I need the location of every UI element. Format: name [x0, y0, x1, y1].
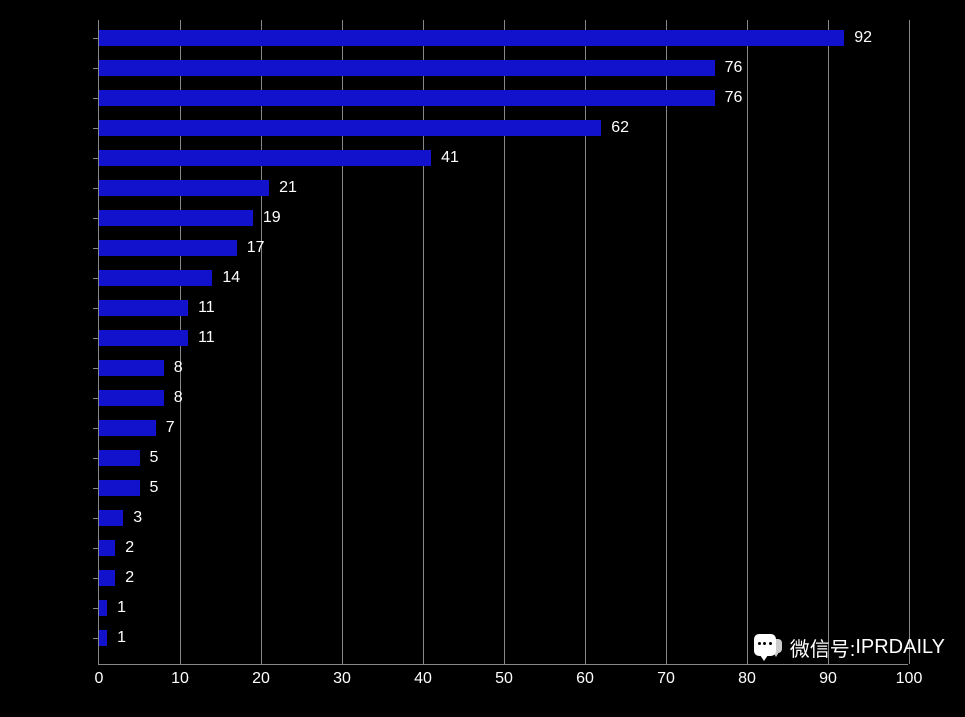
bar-value-label: 2: [125, 569, 134, 587]
bar-value-label: 41: [441, 149, 459, 167]
bar: [99, 30, 844, 46]
bar-value-label: 21: [279, 179, 297, 197]
watermark-prefix: 微信号:: [790, 633, 856, 662]
bar-value-label: 3: [133, 509, 142, 527]
bar-value-label: 17: [247, 239, 265, 257]
bar-value-label: 8: [174, 389, 183, 407]
bar: [99, 90, 715, 106]
bar-value-label: 7: [166, 419, 175, 437]
x-tick-label: 0: [95, 670, 104, 688]
bar: [99, 300, 188, 316]
x-tick-label: 90: [819, 670, 837, 688]
bar: [99, 120, 601, 136]
bar: [99, 240, 237, 256]
bar-value-label: 8: [174, 359, 183, 377]
bar-value-label: 92: [854, 29, 872, 47]
x-gridline: [504, 20, 505, 664]
bar-value-label: 62: [611, 119, 629, 137]
bar: [99, 60, 715, 76]
bar-value-label: 11: [198, 299, 215, 317]
bar-value-label: 14: [222, 269, 240, 287]
bar: [99, 510, 123, 526]
bar: [99, 180, 269, 196]
bar-value-label: 11: [198, 329, 215, 347]
x-tick-label: 10: [171, 670, 189, 688]
x-gridline: [909, 20, 910, 664]
bar-value-label: 1: [117, 629, 126, 647]
bar-chart: 0102030405060708090100927676624121191714…: [98, 20, 908, 665]
bar-value-label: 2: [125, 539, 134, 557]
bar: [99, 480, 140, 496]
wechat-icon: [752, 632, 782, 662]
watermark-id: IPRDAILY: [855, 636, 945, 659]
x-tick-label: 60: [576, 670, 594, 688]
x-tick-label: 50: [495, 670, 513, 688]
bar: [99, 570, 115, 586]
x-gridline: [585, 20, 586, 664]
bar: [99, 150, 431, 166]
bar-value-label: 19: [263, 209, 281, 227]
x-tick-label: 20: [252, 670, 270, 688]
x-tick-label: 40: [414, 670, 432, 688]
bar-value-label: 5: [150, 449, 159, 467]
bar: [99, 330, 188, 346]
plot-area: 0102030405060708090100927676624121191714…: [98, 20, 908, 665]
bar-value-label: 76: [725, 59, 743, 77]
bar: [99, 210, 253, 226]
watermark: 微信号: IPRDAILY: [752, 632, 945, 662]
bar: [99, 390, 164, 406]
bar-value-label: 5: [150, 479, 159, 497]
x-gridline: [666, 20, 667, 664]
x-tick-label: 100: [896, 670, 923, 688]
bar: [99, 630, 107, 646]
bar-value-label: 1: [117, 599, 126, 617]
x-tick-label: 70: [657, 670, 675, 688]
x-gridline: [342, 20, 343, 664]
bar: [99, 450, 140, 466]
x-gridline: [423, 20, 424, 664]
bar-value-label: 76: [725, 89, 743, 107]
bar: [99, 540, 115, 556]
x-tick-label: 80: [738, 670, 756, 688]
x-tick-label: 30: [333, 670, 351, 688]
bar: [99, 420, 156, 436]
bar: [99, 360, 164, 376]
x-gridline: [747, 20, 748, 664]
bar: [99, 270, 212, 286]
bar: [99, 600, 107, 616]
x-gridline: [828, 20, 829, 664]
x-gridline: [261, 20, 262, 664]
